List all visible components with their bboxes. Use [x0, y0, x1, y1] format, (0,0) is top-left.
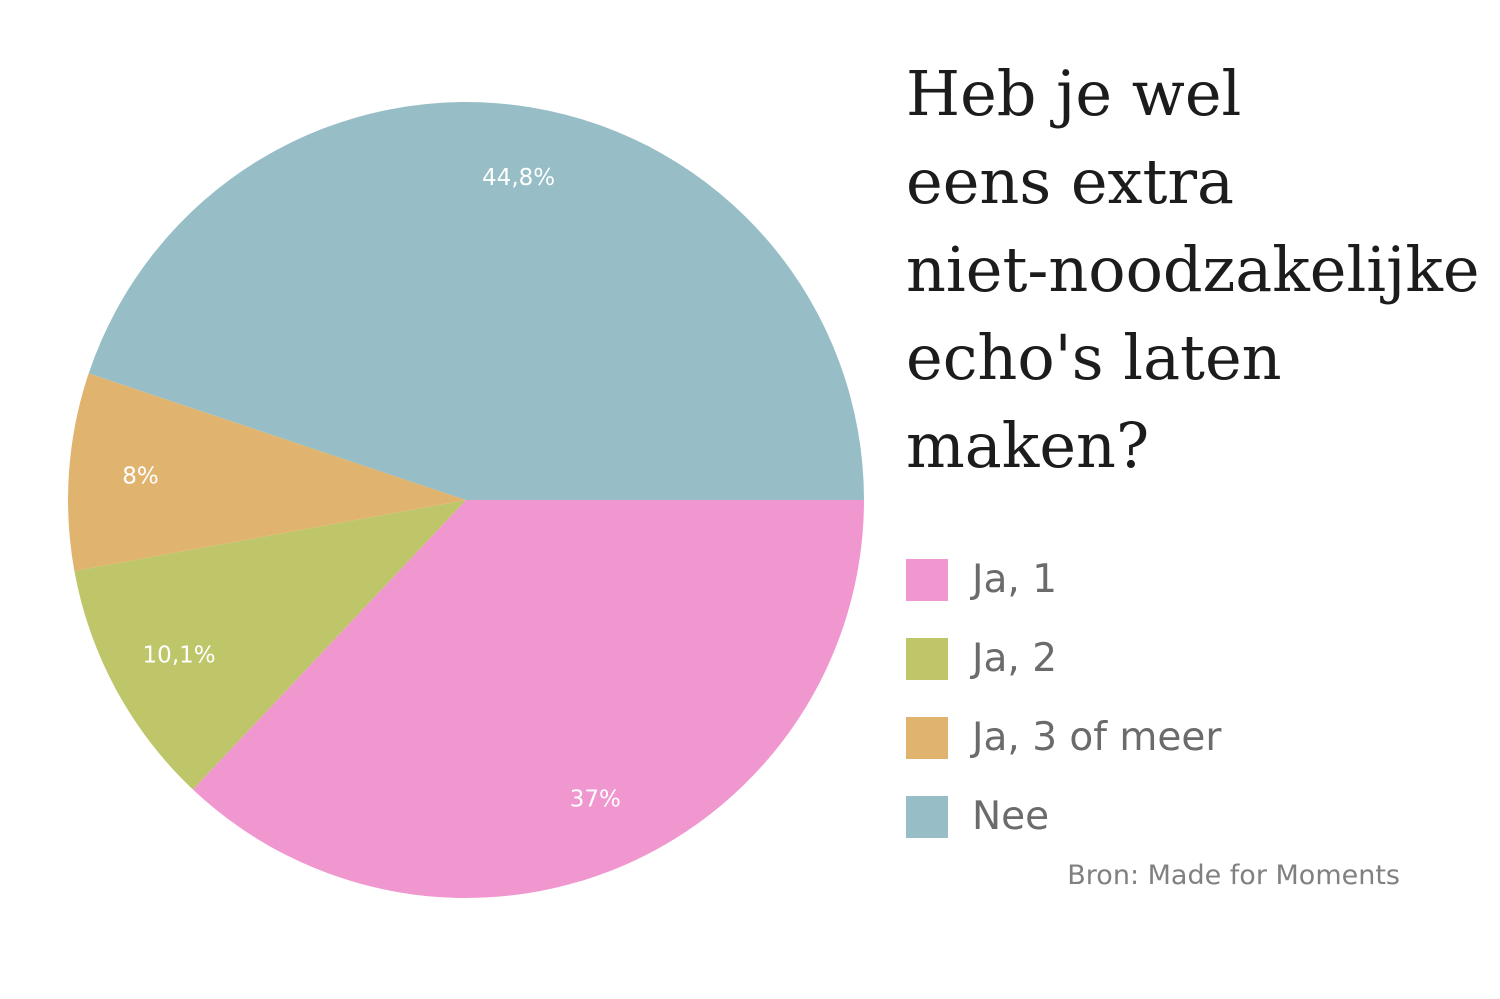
legend-item-ja-2: Ja, 2	[906, 619, 1221, 698]
slice-label-ja-1: 37%	[570, 787, 621, 813]
legend-swatch-nee	[906, 795, 948, 838]
slice-ja-2	[74, 500, 466, 790]
slice-ja-1	[192, 500, 864, 898]
slice-nee	[88, 102, 864, 500]
legend-label-ja-1: Ja, 1	[972, 557, 1058, 602]
chart-title-line: echo's laten	[906, 321, 1282, 394]
slice-label-ja-3-of-meer: 8%	[122, 463, 159, 489]
legend-swatch-ja-2	[906, 637, 948, 680]
slice-label-ja-2: 10,1%	[143, 643, 216, 669]
source-note: Bron: Made for Moments	[1067, 860, 1400, 891]
chart-title: Heb je wel eens extra niet-noodzakelijke…	[906, 50, 1496, 490]
legend-swatch-ja-3-of-meer	[906, 716, 948, 759]
legend-item-nee: Nee	[906, 777, 1221, 856]
chart-title-line: niet-noodzakelijke	[906, 233, 1480, 306]
legend-item-ja-3-of-meer: Ja, 3 of meer	[906, 698, 1221, 777]
legend-label-nee: Nee	[972, 794, 1050, 839]
slice-ja-3-of-meer	[68, 373, 466, 571]
slice-label-nee: 44,8%	[482, 165, 555, 191]
chart-title-line: eens extra	[906, 145, 1235, 218]
chart-title-line: Heb je wel	[906, 57, 1242, 130]
legend-swatch-ja-1	[906, 558, 948, 601]
legend-label-ja-3-of-meer: Ja, 3 of meer	[972, 715, 1222, 760]
legend-label-ja-2: Ja, 2	[972, 636, 1058, 681]
pie-chart: 37% 10,1% 8% 44,8%	[68, 102, 864, 898]
legend-item-ja-1: Ja, 1	[906, 540, 1221, 619]
chart-title-line: maken?	[906, 409, 1150, 482]
legend: Ja, 1 Ja, 2 Ja, 3 of meer Nee	[906, 540, 1221, 856]
